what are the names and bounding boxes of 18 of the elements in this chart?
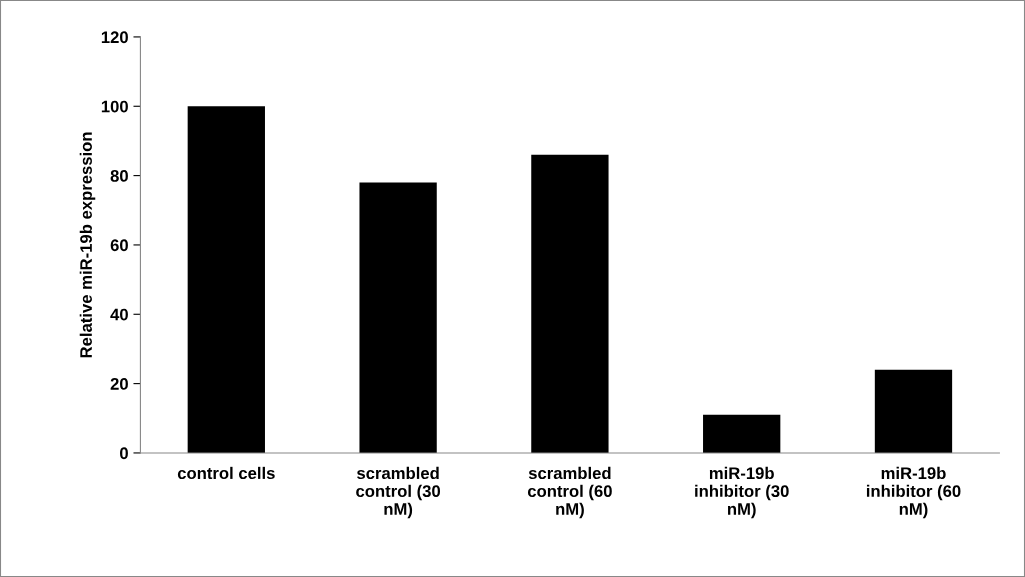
bar bbox=[703, 414, 781, 453]
y-tick-label: 40 bbox=[110, 308, 128, 321]
x-tick-label: control cells bbox=[177, 466, 275, 480]
y-tick-label: 20 bbox=[110, 378, 128, 390]
x-tick-label: scrambled control (60 nM) bbox=[527, 466, 612, 519]
y-tick-label: 60 bbox=[110, 239, 128, 252]
y-axis-title: Relative miR-19b expression bbox=[79, 132, 96, 358]
y-tick-label: 100 bbox=[101, 100, 128, 113]
bar bbox=[187, 106, 265, 453]
bar bbox=[359, 182, 437, 453]
y-tick-label: 80 bbox=[110, 170, 128, 182]
y-tick-label: 0 bbox=[120, 447, 128, 460]
x-tick-label: scrambled control (30 nM) bbox=[356, 466, 441, 519]
x-tick-label: miR-19b inhibitor (30 nM) bbox=[695, 466, 789, 519]
y-tick-label: 120 bbox=[101, 31, 128, 44]
x-tick-label: miR-19b inhibitor (60 nM) bbox=[866, 466, 961, 519]
bar bbox=[531, 154, 609, 453]
bar bbox=[874, 369, 953, 453]
